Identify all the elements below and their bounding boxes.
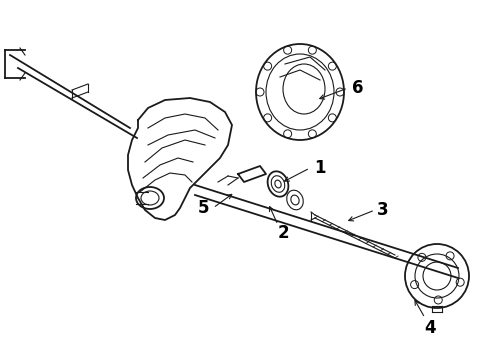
Text: 3: 3: [377, 201, 389, 219]
Text: 6: 6: [352, 79, 364, 97]
Text: 5: 5: [197, 199, 209, 217]
Text: 1: 1: [314, 159, 326, 177]
Text: 2: 2: [277, 224, 289, 242]
Text: 4: 4: [424, 319, 436, 337]
